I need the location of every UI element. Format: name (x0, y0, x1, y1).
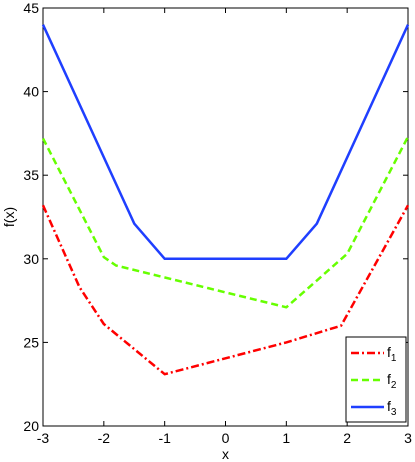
x-tick-label: -1 (158, 430, 171, 446)
legend-label-name: f (387, 344, 391, 360)
legend-label-subscript: 3 (391, 407, 397, 418)
legend-label-subscript: 2 (391, 380, 397, 391)
legend-label-2: f2 (387, 371, 397, 391)
y-tick-label: 45 (23, 0, 39, 16)
y-tick-label: 40 (23, 84, 39, 100)
legend-label-3: f3 (387, 398, 397, 418)
series-line-1 (41, 204, 410, 376)
x-tick-label: -2 (98, 430, 111, 446)
legend-label-subscript: 1 (391, 353, 397, 364)
y-tick-label: 30 (23, 251, 39, 267)
x-tick-label: 1 (282, 430, 290, 446)
series-line-2 (41, 136, 410, 309)
x-axis-ticks: -3 -2 -1 0 1 2 3 (37, 8, 412, 446)
series-line-3 (41, 24, 410, 261)
y-tick-label: 25 (23, 334, 39, 350)
legend-label-name: f (387, 371, 391, 387)
series-layer (41, 24, 410, 376)
y-axis-title: f(x) (1, 207, 17, 227)
x-tick-label: 3 (404, 430, 412, 446)
y-tick-label: 20 (23, 418, 39, 434)
legend-label-name: f (387, 398, 391, 414)
y-axis-ticks: 20 25 30 35 40 45 (23, 0, 408, 434)
x-tick-label: 0 (222, 430, 230, 446)
x-tick-label: 2 (343, 430, 351, 446)
x-axis-title: x (222, 446, 229, 462)
legend-label-1: f1 (387, 344, 397, 364)
x-tick-label: -3 (37, 430, 50, 446)
y-tick-label: 35 (23, 167, 39, 183)
